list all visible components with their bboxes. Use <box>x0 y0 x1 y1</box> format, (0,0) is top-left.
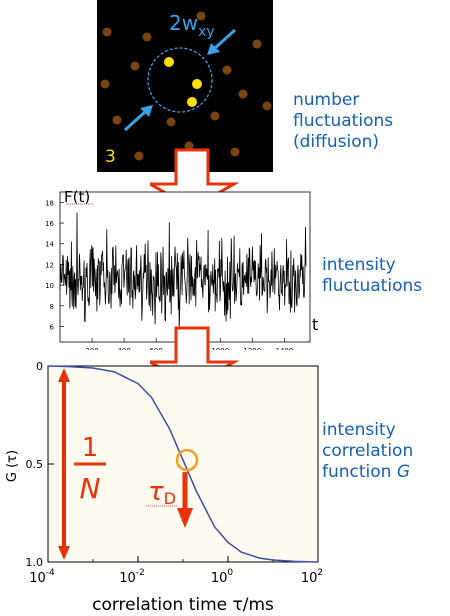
tau-arrowhead <box>177 508 193 528</box>
x-tick-label: 1200 <box>243 347 261 350</box>
x-tick-label: 10-2 <box>119 568 145 586</box>
y-tick-label: 0 <box>36 360 43 373</box>
particle <box>134 151 144 161</box>
label-line: function <box>322 462 392 482</box>
x-tick-label: 600 <box>149 347 162 350</box>
function-symbol: G <box>396 462 411 482</box>
beam-arrowhead-bottom <box>140 105 153 117</box>
intensity-fluctuations-label: intensity fluctuations <box>322 255 422 297</box>
y-tick-label: 6 <box>50 323 55 331</box>
x-tick-label: 200 <box>85 347 98 350</box>
particle <box>238 89 248 99</box>
number-fluctuations-label: number fluctuations (diffusion) <box>293 90 393 153</box>
particle <box>262 101 272 111</box>
amplitude-arrowhead-top <box>58 368 70 382</box>
x-tick-label: 100 <box>211 568 234 586</box>
particle-box-background <box>97 0 273 172</box>
label-line: intensity <box>322 420 396 440</box>
amplitude-arrowhead-bottom <box>58 546 70 560</box>
y-tick-label: 18 <box>45 199 54 207</box>
label-line: correlation <box>322 441 414 461</box>
tau-d-marker <box>175 448 199 472</box>
particles-group <box>100 11 272 161</box>
label-line: number <box>293 90 360 110</box>
trace-y-axis-title: F(t) <box>64 188 90 206</box>
tau-d-label: τD <box>148 477 176 508</box>
trace-y-ticks: 18 16 14 12 10 8 6 <box>45 199 64 331</box>
y-tick-label: 14 <box>45 241 54 249</box>
correlation-x-axis-title: correlation time τ/ms <box>92 595 274 615</box>
focus-particle <box>164 57 174 67</box>
y-tick-label: 16 <box>45 220 54 228</box>
label-line: (diffusion) <box>293 132 380 152</box>
particle <box>112 115 122 125</box>
x-tick-label: 102 <box>301 568 323 586</box>
particle <box>130 61 140 71</box>
particle <box>142 32 152 42</box>
correlation-curve <box>47 365 319 563</box>
label-line: intensity <box>322 255 396 275</box>
particle-diffusion-image: 2wxy 3 <box>97 0 273 172</box>
label-line: fluctuations <box>293 111 394 131</box>
particle <box>166 117 176 127</box>
x-tick-label: 1000 <box>211 347 229 350</box>
beam-arrowhead-top <box>207 43 220 55</box>
particle <box>252 39 262 49</box>
correlation-x-ticks: 10-4 10-2 100 102 <box>29 556 323 586</box>
particle-count-label: 3 <box>105 147 116 167</box>
fraction-denominator: N <box>80 472 101 505</box>
y-tick-label: 8 <box>50 303 54 311</box>
beam-arrow-top <box>213 28 237 50</box>
particle <box>100 79 110 89</box>
particle <box>230 147 240 157</box>
correlation-function-chart: 10-4 10-2 100 102 1.0 0.5 0 1 N τD G (τ) corr… <box>5 360 323 615</box>
trace-x-axis-title: t <box>312 315 318 334</box>
particle <box>196 11 206 21</box>
correlation-y-axis-title: G (τ) <box>5 450 20 482</box>
y-tick-label: 0.5 <box>26 458 44 471</box>
particle <box>222 65 232 75</box>
y-tick-label: 1.0 <box>26 556 44 569</box>
particle <box>210 111 220 121</box>
x-tick-label: 10-4 <box>29 568 55 586</box>
label-line: fluctuations <box>322 276 423 296</box>
focus-particle <box>192 79 202 89</box>
particle <box>184 141 194 151</box>
y-tick-label: 12 <box>45 261 54 269</box>
beam-focus-circle <box>147 47 213 113</box>
x-tick-label: 1400 <box>275 347 293 350</box>
particle <box>102 27 112 37</box>
correlation-function-label: intensity correlation function G <box>322 420 413 483</box>
x-tick-label: 400 <box>117 347 130 350</box>
beam-arrow-bottom <box>123 110 147 132</box>
fraction-numerator: 1 <box>82 433 99 463</box>
intensity-trace-line <box>59 212 307 330</box>
y-tick-label: 10 <box>45 282 54 290</box>
beam-width-label: 2wxy <box>169 11 215 40</box>
focus-particle <box>187 97 197 107</box>
correlation-y-ticks: 1.0 0.5 0 <box>26 360 54 569</box>
